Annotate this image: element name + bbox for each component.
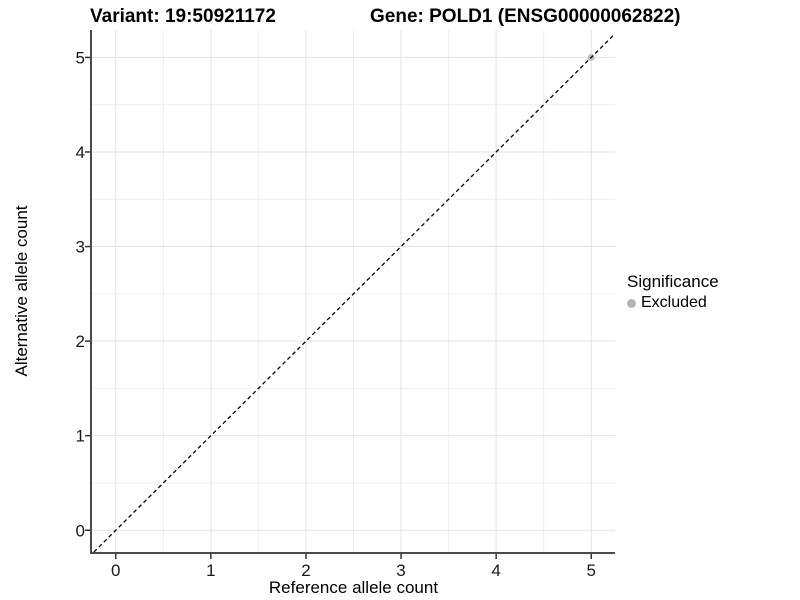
- y-axis-title: Alternative allele count: [12, 205, 31, 377]
- x-tick-label: 2: [301, 561, 310, 580]
- identity-line: [93, 33, 616, 553]
- legend-entry-excluded: Excluded: [627, 294, 719, 312]
- legend-entry-label: Excluded: [641, 294, 707, 311]
- x-tick-label: 5: [586, 561, 595, 580]
- x-tick-label: 0: [111, 561, 120, 580]
- y-tick-label: 1: [76, 427, 85, 446]
- x-tick-label: 1: [206, 561, 215, 580]
- y-tick-label: 2: [76, 332, 85, 351]
- y-tick-label: 5: [76, 48, 85, 67]
- x-tick-label: 3: [396, 561, 405, 580]
- x-tick-label: 4: [491, 561, 500, 580]
- y-tick-label: 0: [76, 521, 85, 540]
- legend-point-icon: [627, 298, 636, 308]
- variant-title: Variant: 19:50921172: [90, 6, 276, 27]
- y-tick-label: 3: [76, 238, 85, 257]
- legend-title: Significance: [627, 272, 719, 291]
- x-axis-title: Reference allele count: [268, 578, 439, 597]
- gene-title: Gene: POLD1 (ENSG00000062822): [370, 6, 681, 27]
- y-tick-label: 4: [76, 143, 85, 162]
- legend: Significance Excluded: [627, 272, 719, 312]
